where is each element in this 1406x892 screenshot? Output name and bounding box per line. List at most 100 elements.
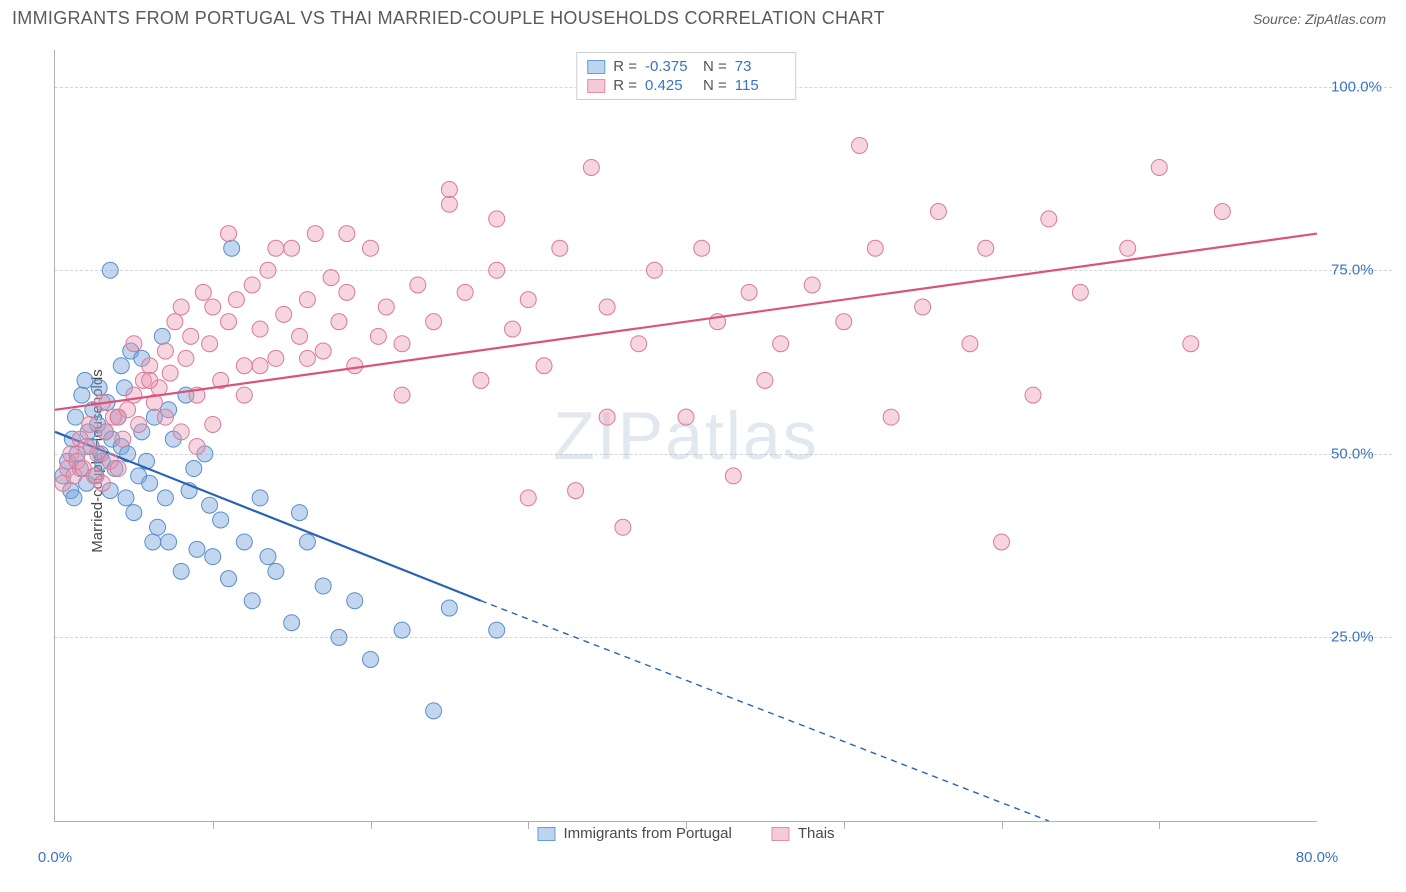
scatter-point-portugal (489, 622, 505, 638)
scatter-point-thais (205, 299, 221, 315)
scatter-point-portugal (252, 490, 268, 506)
scatter-point-thais (536, 358, 552, 374)
scatter-point-portugal (268, 563, 284, 579)
scatter-point-thais (292, 328, 308, 344)
scatter-point-thais (162, 365, 178, 381)
scatter-point-thais (836, 314, 852, 330)
scatter-point-thais (284, 240, 300, 256)
scatter-point-thais (115, 431, 131, 447)
swatch-portugal (587, 60, 605, 74)
scatter-point-thais (363, 240, 379, 256)
scatter-point-thais (276, 306, 292, 322)
scatter-point-thais (394, 387, 410, 403)
scatter-point-portugal (91, 380, 107, 396)
scatter-point-thais (631, 336, 647, 352)
scatter-point-portugal (142, 475, 158, 491)
scatter-point-thais (183, 328, 199, 344)
scatter-point-thais (1025, 387, 1041, 403)
scatter-point-thais (126, 336, 142, 352)
scatter-point-portugal (347, 593, 363, 609)
scatter-point-thais (441, 196, 457, 212)
scatter-point-thais (339, 284, 355, 300)
scatter-point-thais (97, 424, 113, 440)
swatch-portugal-bottom (537, 827, 555, 841)
scatter-point-thais (195, 284, 211, 300)
scatter-point-thais (489, 262, 505, 278)
legend-row-thais: R = 0.425 N = 115 (587, 76, 785, 95)
scatter-point-portugal (331, 629, 347, 645)
scatter-point-portugal (150, 519, 166, 535)
n-value-portugal: 73 (735, 58, 785, 75)
plot-area: ZIPatlas R = -0.375 N = 73 R = 0.425 N =… (54, 50, 1317, 822)
scatter-point-thais (173, 299, 189, 315)
scatter-point-thais (173, 424, 189, 440)
scatter-point-thais (599, 409, 615, 425)
correlation-legend: R = -0.375 N = 73 R = 0.425 N = 115 (576, 52, 796, 100)
scatter-point-thais (757, 372, 773, 388)
scatter-point-portugal (315, 578, 331, 594)
scatter-point-thais (962, 336, 978, 352)
scatter-point-portugal (161, 534, 177, 550)
trendline-portugal (55, 432, 481, 601)
scatter-point-thais (157, 409, 173, 425)
scatter-point-thais (410, 277, 426, 293)
source-attribution: Source: ZipAtlas.com (1253, 11, 1386, 27)
scatter-point-thais (331, 314, 347, 330)
scatter-point-thais (142, 358, 158, 374)
scatter-point-thais (323, 270, 339, 286)
chart-container: Married-couple Households ZIPatlas R = -… (12, 42, 1392, 880)
scatter-point-thais (157, 343, 173, 359)
scatter-point-thais (339, 226, 355, 242)
scatter-point-portugal (441, 600, 457, 616)
scatter-point-thais (110, 461, 126, 477)
scatter-point-portugal (189, 541, 205, 557)
y-tick-label: 75.0% (1331, 262, 1374, 279)
scatter-point-portugal (299, 534, 315, 550)
scatter-point-thais (167, 314, 183, 330)
n-value-thais: 115 (735, 77, 785, 94)
scatter-point-portugal (284, 615, 300, 631)
scatter-point-thais (883, 409, 899, 425)
scatter-point-thais (520, 490, 536, 506)
scatter-point-thais (1072, 284, 1088, 300)
swatch-thais-bottom (772, 827, 790, 841)
scatter-point-portugal (244, 593, 260, 609)
scatter-point-portugal (205, 549, 221, 565)
r-value-thais: 0.425 (645, 77, 695, 94)
scatter-point-thais (615, 519, 631, 535)
scatter-point-thais (268, 240, 284, 256)
scatter-point-thais (82, 416, 98, 432)
scatter-point-thais (378, 299, 394, 315)
scatter-point-thais (205, 416, 221, 432)
scatter-point-thais (252, 358, 268, 374)
scatter-point-thais (1151, 159, 1167, 175)
scatter-point-portugal (66, 490, 82, 506)
scatter-point-thais (202, 336, 218, 352)
scatter-point-thais (315, 343, 331, 359)
scatter-point-thais (426, 314, 442, 330)
scatter-point-portugal (145, 534, 161, 550)
scatter-point-portugal (186, 461, 202, 477)
scatter-point-thais (189, 439, 205, 455)
r-label: R = (613, 77, 637, 94)
scatter-point-thais (520, 292, 536, 308)
scatter-point-thais (1120, 240, 1136, 256)
scatter-point-thais (110, 409, 126, 425)
r-value-portugal: -0.375 (645, 58, 695, 75)
scatter-point-thais (599, 299, 615, 315)
legend-label-portugal: Immigrants from Portugal (563, 825, 731, 842)
scatter-point-portugal (154, 328, 170, 344)
scatter-point-thais (568, 483, 584, 499)
scatter-point-thais (394, 336, 410, 352)
scatter-point-thais (131, 416, 147, 432)
y-tick-label: 100.0% (1331, 78, 1382, 95)
scatter-point-portugal (394, 622, 410, 638)
scatter-point-thais (252, 321, 268, 337)
scatter-point-thais (473, 372, 489, 388)
scatter-point-thais (994, 534, 1010, 550)
scatter-point-thais (347, 358, 363, 374)
scatter-point-portugal (74, 387, 90, 403)
trendline-thais (55, 234, 1317, 410)
scatter-point-portugal (426, 703, 442, 719)
n-label: N = (703, 58, 727, 75)
